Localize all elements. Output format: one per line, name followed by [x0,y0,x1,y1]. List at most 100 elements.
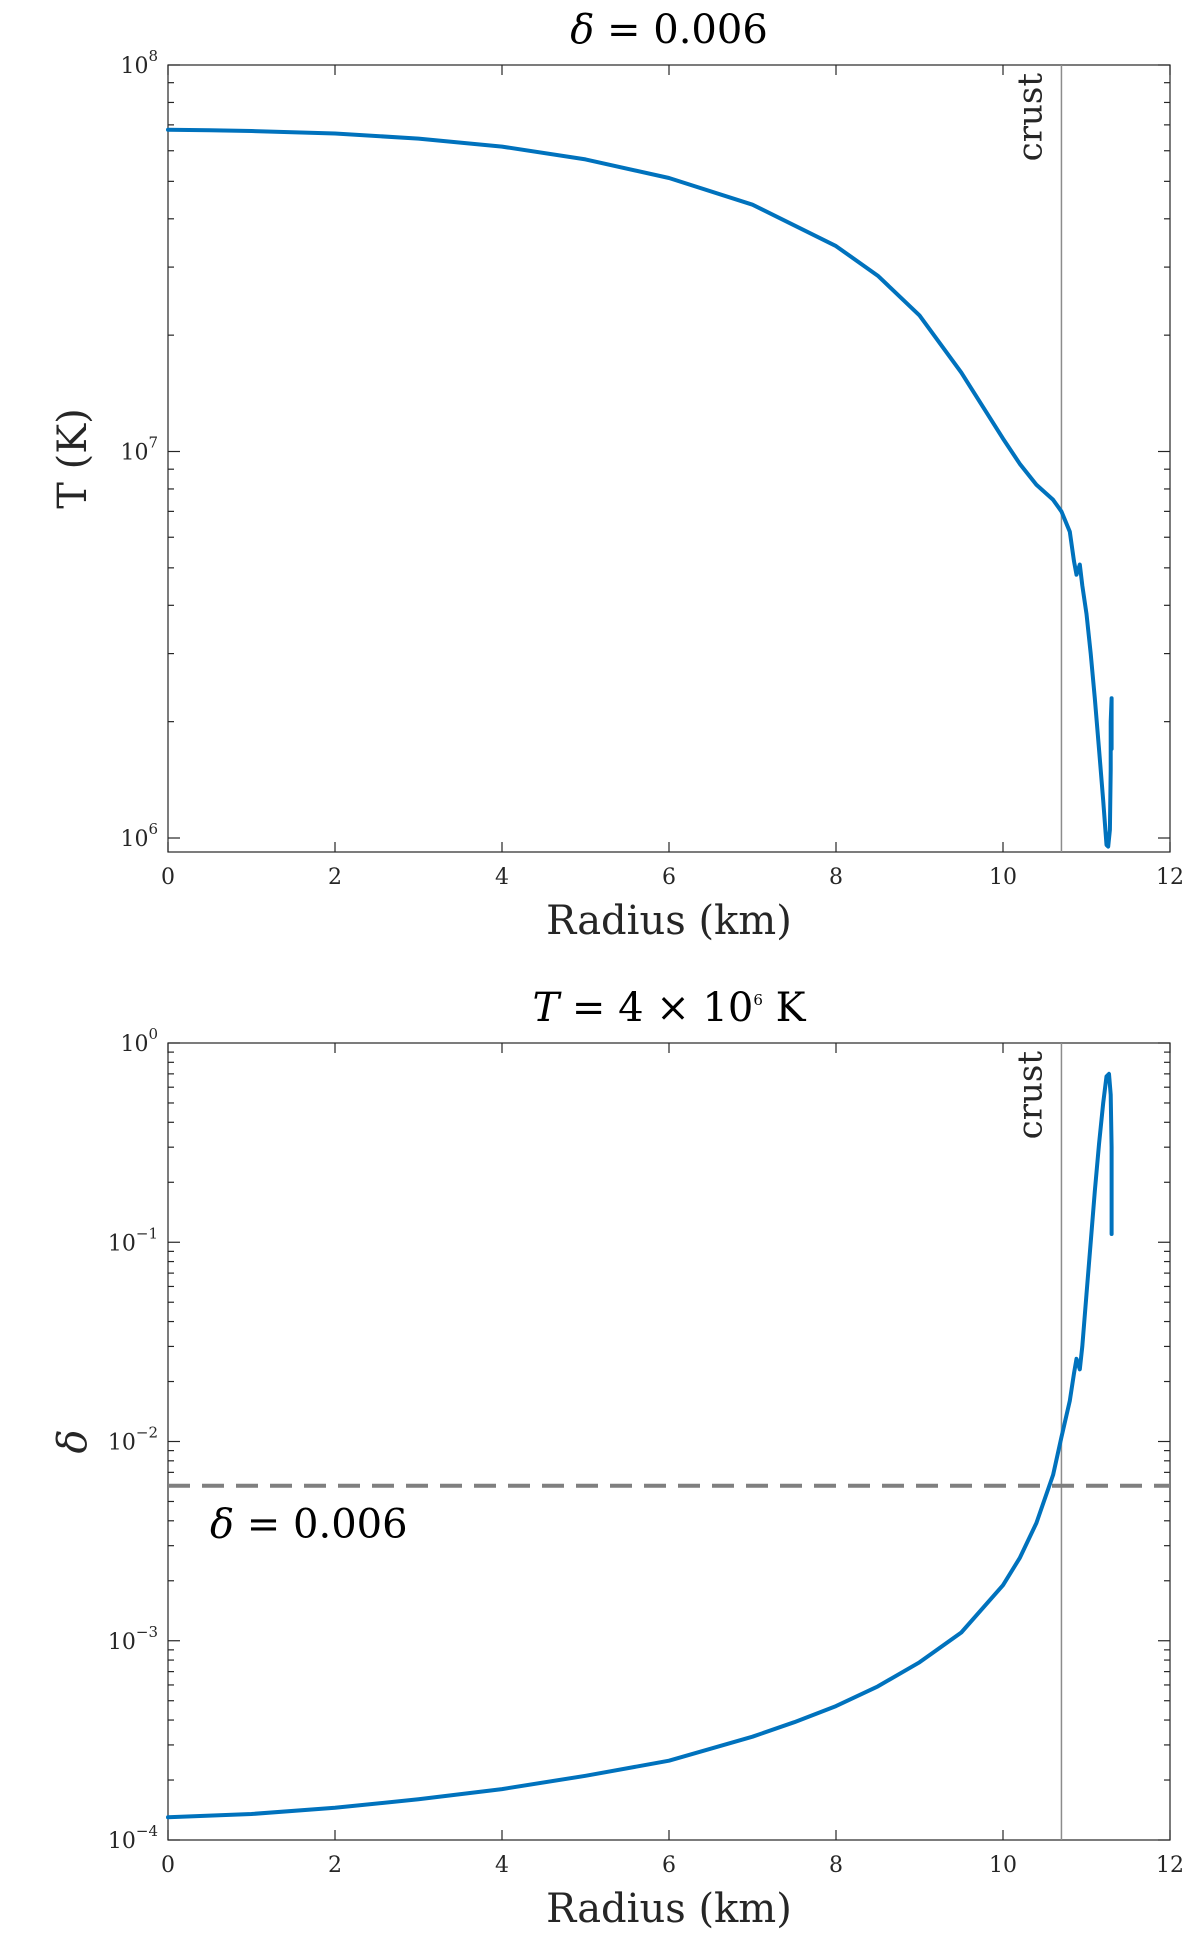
temperature-data-point [1089,652,1093,656]
delta-y-tick-label: 10−3 [108,1623,158,1655]
delta-chart-title-symbol: T [532,985,562,1031]
temperature-data-point [1018,462,1022,466]
delta-x-tick-label: 4 [495,1853,509,1878]
delta-y-tick-label: 10−2 [108,1424,158,1456]
temperature-y-tick-exp: 6 [148,820,158,838]
temperature-data-point [1072,559,1076,563]
delta-data-point [416,1797,421,1801]
temperature-data-point [333,131,337,136]
delta-data-point [667,1759,671,1763]
temperature-data-point [208,128,212,132]
temperature-data-point [1097,747,1101,751]
temperature-data-point [1109,720,1113,724]
delta-data-point [917,1660,922,1664]
delta-data-point [166,1815,170,1819]
temperature-chart-title-symbol: δ [570,7,594,53]
delta-y-tick-base: 10 [120,1032,148,1057]
delta-data-point [1034,1521,1038,1525]
delta-x-tick-label: 12 [1156,1853,1184,1878]
delta-x-tick-label: 0 [161,1853,175,1878]
temperature-chart-title-text: = 0.006 [594,7,767,53]
temperature-series-line [166,127,1114,849]
delta-y-axis-title: δ [50,1429,96,1453]
delta-data-point [1084,1292,1089,1296]
temperature-data-point [1080,583,1084,588]
temperature-y-tick-label: 108 [120,47,158,79]
temperature-data-point [500,145,504,149]
temperature-chart-title: δ = 0.006 [570,7,768,53]
delta-y-tick-label: 100 [120,1025,158,1057]
delta-data-point [1110,1145,1114,1149]
temperature-data-point [1093,696,1097,700]
delta-x-tick-label: 10 [989,1853,1017,1878]
temperature-y-tick-base: 10 [120,827,148,852]
temperature-axes-frame [167,64,1171,853]
temperature-data-point [1106,845,1110,849]
temperature-y-tick-label: 106 [120,820,158,852]
delta-reference-label: δ = 0.006 [210,1502,408,1548]
delta-data-point [500,1787,504,1791]
delta-data-point [1089,1240,1093,1244]
delta-x-tick-label: 8 [829,1853,843,1878]
temperature-data-point [1074,573,1079,577]
delta-data-point [876,1684,880,1688]
temperature-y-tick-exp: 8 [148,47,158,65]
delta-chart-title-exp: 6 [753,991,763,1009]
temperature-data-point [1110,747,1114,751]
temperature-x-tick-label: 8 [829,865,843,890]
delta-y-tick-base: 10 [108,1630,136,1655]
delta-y-tick-label: 10−4 [108,1822,158,1854]
temperature-x-tick-label: 12 [1156,865,1184,890]
temperature-data-point [750,203,755,207]
delta-chart-title: T = 4 × 106 K [532,985,806,1031]
temperature-y-tick-base: 10 [120,441,148,466]
delta-data-point [333,1806,337,1810]
delta-data-point [1059,1435,1063,1439]
delta-data-point [1074,1357,1079,1361]
temperature-data-point [166,128,170,132]
delta-y-tick-base: 10 [108,1231,136,1256]
delta-data-point [1001,1583,1005,1587]
temperature-data-point [1034,483,1038,487]
temperature-data-point [1051,498,1055,502]
delta-crust-label: crust [1010,1051,1050,1140]
temperature-data-point [1001,437,1005,441]
temperature-data-point [583,157,588,161]
temperature-data-point [834,244,838,248]
temperature-x-tick-label: 4 [495,865,509,890]
delta-chart-title-unit: K [763,985,807,1031]
temperature-y-axis-title: T (K) [50,408,96,509]
delta-data-point [1080,1344,1084,1348]
delta-data-point [1107,1072,1111,1076]
delta-x-tick-label: 2 [328,1853,342,1878]
temperature-data-point [1110,696,1114,700]
delta-data-point [1078,1367,1082,1371]
temperature-data-point [1101,798,1105,803]
temperature-data-point [1078,562,1082,567]
delta-data-point [1072,1371,1076,1375]
delta-axes-frame [167,1042,1171,1841]
temperature-data-point [1109,768,1113,772]
delta-data-point [1093,1189,1097,1193]
delta-y-tick-base: 10 [108,1431,136,1456]
delta-data-point [1018,1556,1022,1560]
temperature-x-tick-label: 10 [989,865,1017,890]
temperature-data-point [1068,530,1072,534]
delta-y-tick-exp: −3 [136,1623,158,1641]
delta-data-point [1051,1473,1055,1477]
temperature-y-tick-label: 107 [120,434,158,466]
delta-y-tick-base: 10 [108,1829,136,1854]
temperature-x-tick-label: 0 [161,865,175,890]
temperature-data-point [1059,509,1063,513]
temperature-data-point [416,137,421,141]
delta-data-point [1104,1074,1109,1078]
temperature-data-point [959,371,963,375]
temperature-crust-label: crust [1010,73,1050,162]
delta-x-axis-title: Radius (km) [546,1886,792,1932]
delta-reference-label-symbol: δ [210,1502,234,1548]
delta-data-point [792,1720,796,1724]
delta-chart-title-text: = 4 × 10 [559,985,753,1031]
